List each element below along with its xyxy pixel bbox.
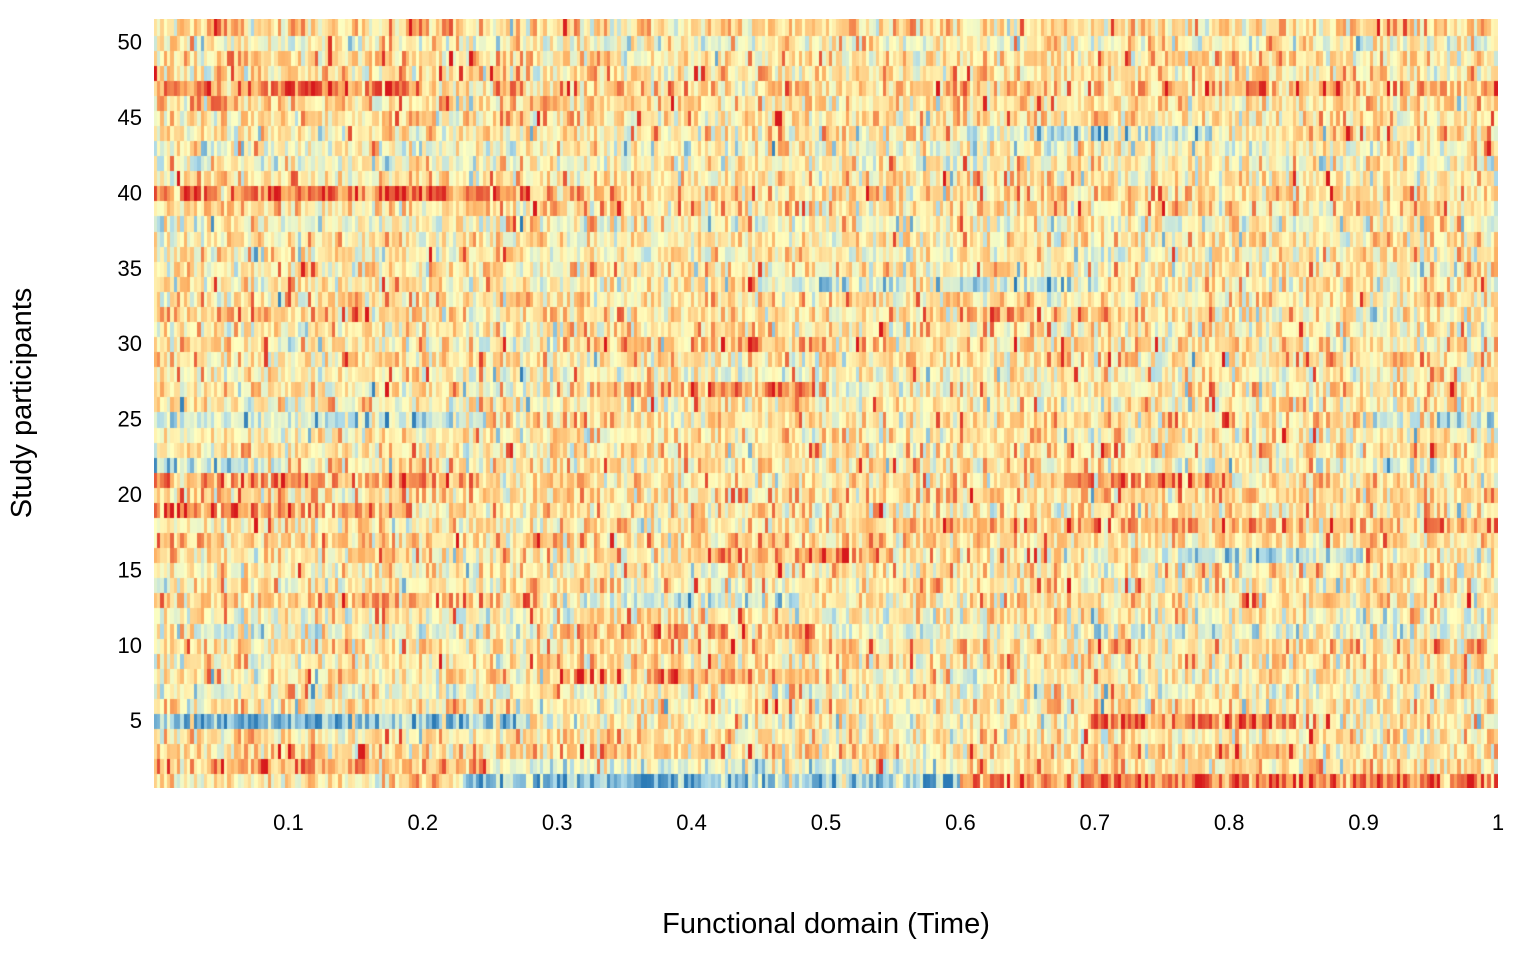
x-tick-label: 0.7 (1080, 810, 1111, 835)
y-tick-label: 15 (118, 557, 142, 582)
x-tick-label: 0.5 (811, 810, 842, 835)
y-tick-label: 35 (118, 256, 142, 281)
x-tick-label: 1 (1492, 810, 1504, 835)
y-tick-label: 45 (118, 105, 142, 130)
x-tick-label: 0.8 (1214, 810, 1245, 835)
y-tick-label: 20 (118, 482, 142, 507)
x-tick-label: 0.3 (542, 810, 573, 835)
y-tick-label: 30 (118, 331, 142, 356)
x-axis-title: Functional domain (Time) (662, 908, 990, 940)
x-tick-label: 0.4 (676, 810, 707, 835)
y-tick-label: 25 (118, 407, 142, 432)
x-tick-label: 0.2 (408, 810, 439, 835)
y-axis-title: Study participants (6, 288, 38, 519)
heatmap-plot-area (154, 19, 1498, 788)
x-tick-label: 0.1 (273, 810, 304, 835)
x-tick-label: 0.9 (1348, 810, 1379, 835)
x-axis-ticks: 0.1 0.2 0.3 0.4 0.5 0.6 0.7 0.8 0.9 1 (273, 810, 1504, 835)
y-axis-ticks: 5 10 15 20 25 30 35 40 45 50 (118, 30, 142, 734)
y-tick-label: 10 (118, 633, 142, 658)
y-tick-label: 40 (118, 180, 142, 205)
x-tick-label: 0.6 (945, 810, 976, 835)
y-tick-label: 50 (118, 30, 142, 55)
y-tick-label: 5 (130, 708, 142, 733)
